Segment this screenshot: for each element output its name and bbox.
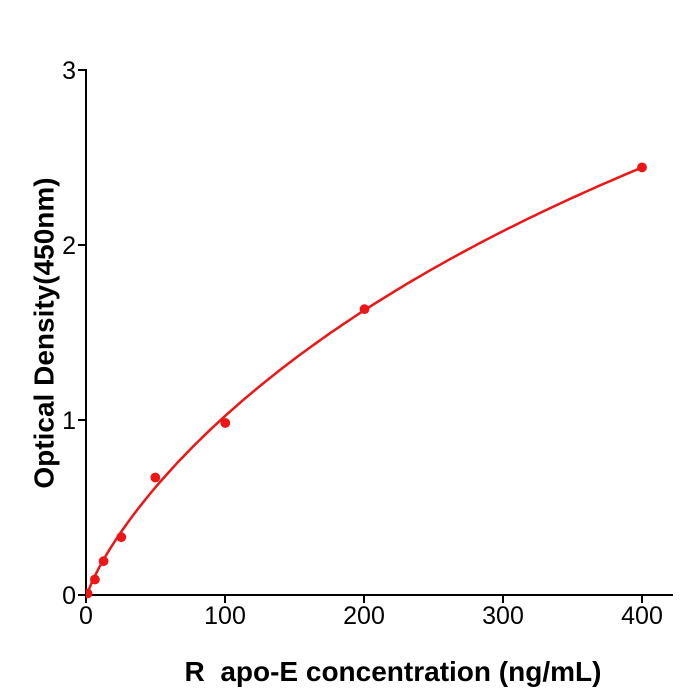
svg-text:Optical Density(450nm): Optical Density(450nm) xyxy=(29,177,60,488)
svg-text:100: 100 xyxy=(204,602,246,630)
svg-text:0: 0 xyxy=(79,602,93,630)
svg-text:3: 3 xyxy=(62,57,76,85)
svg-text:2: 2 xyxy=(62,232,76,260)
svg-text:400: 400 xyxy=(621,602,663,630)
svg-text:0: 0 xyxy=(62,582,76,610)
svg-text:200: 200 xyxy=(343,602,385,630)
svg-text:R apo-E concentration (ng/mL): R apo-E concentration (ng/mL) xyxy=(185,656,602,687)
svg-text:1: 1 xyxy=(62,407,76,435)
svg-text:300: 300 xyxy=(482,602,524,630)
